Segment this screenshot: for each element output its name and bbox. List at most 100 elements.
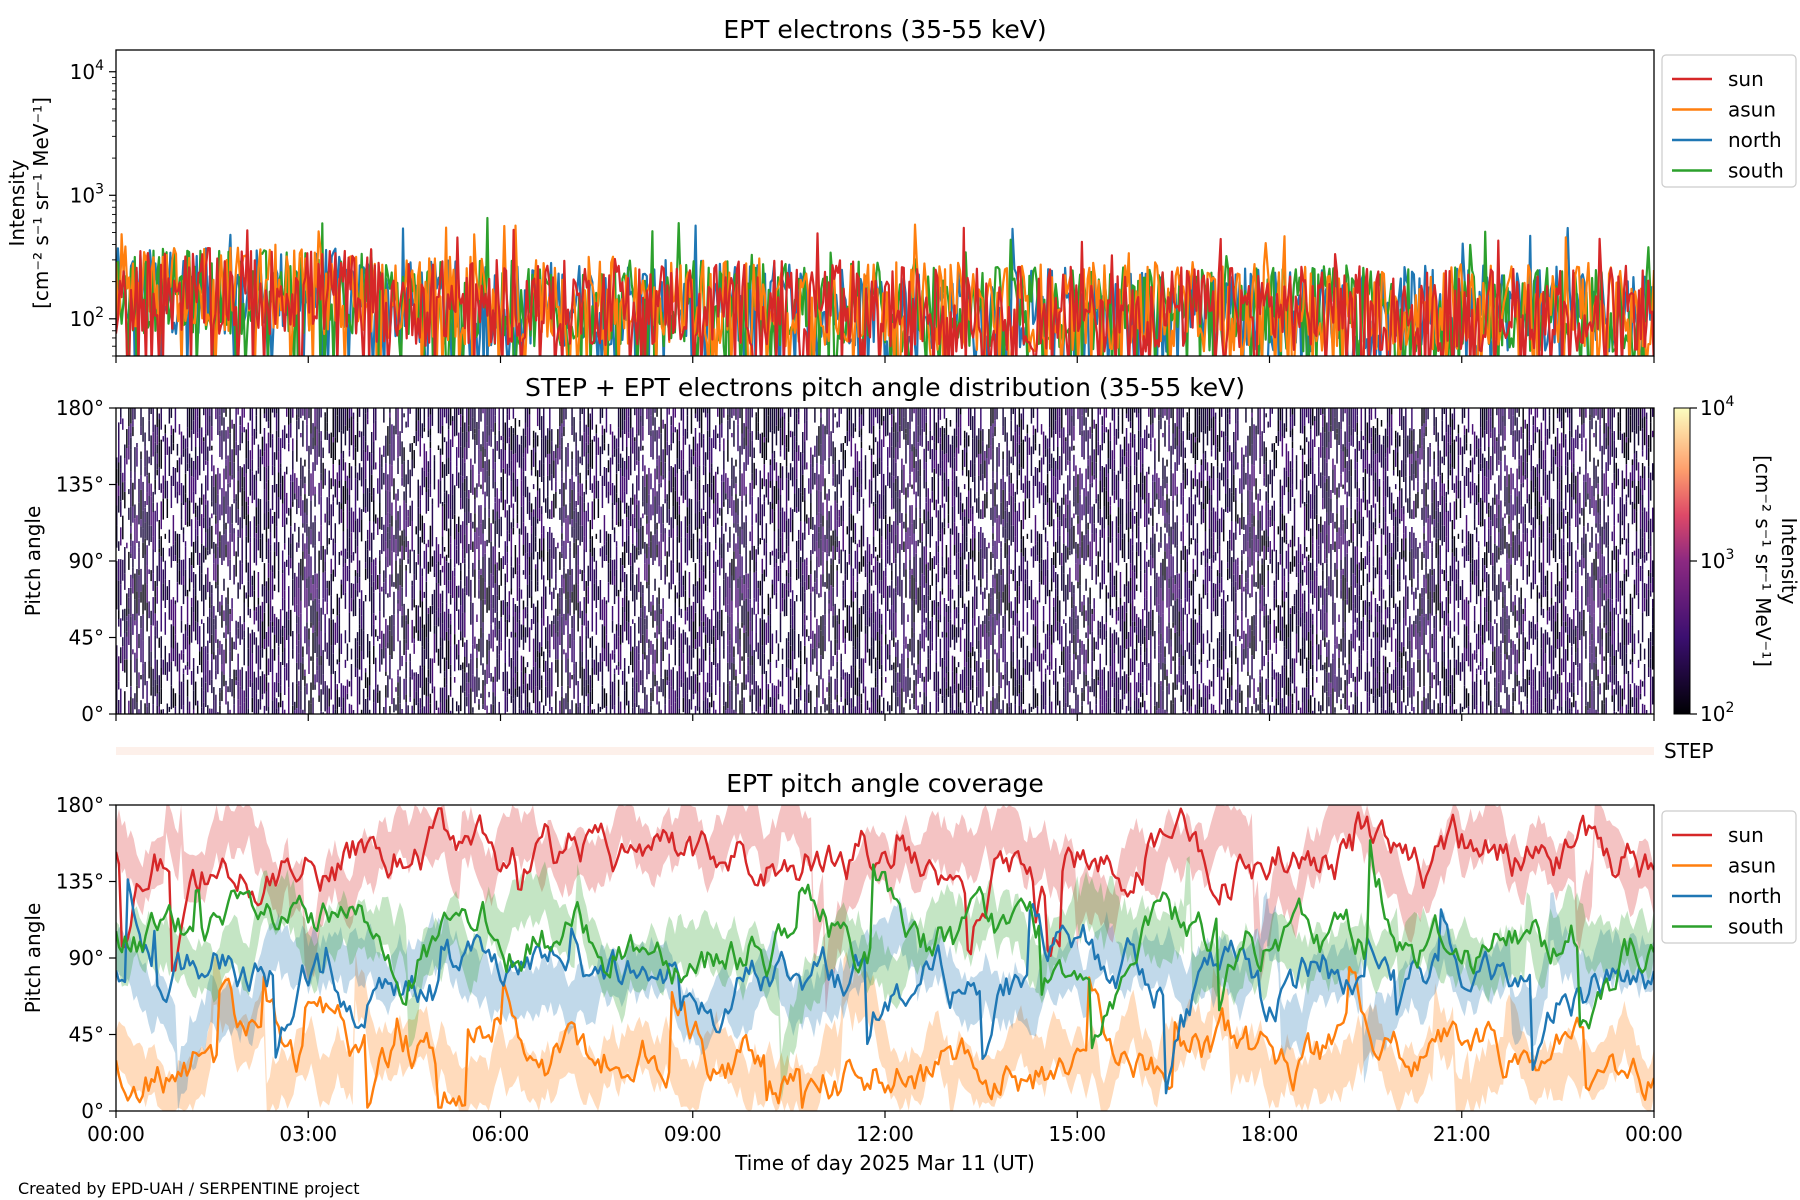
heatmap-cell	[822, 465, 824, 487]
heatmap-cell	[945, 453, 948, 479]
heatmap-cell	[510, 426, 513, 451]
heatmap-cell	[706, 502, 709, 527]
heatmap-cell	[694, 639, 697, 650]
heatmap-cell	[933, 408, 936, 437]
heatmap-cell	[840, 505, 842, 526]
heatmap-cell	[320, 689, 322, 712]
heatmap-cell	[684, 516, 687, 538]
heatmap-cell	[921, 673, 923, 682]
heatmap-cell	[443, 619, 446, 641]
heatmap-cell	[188, 476, 191, 501]
heatmap-cell	[225, 465, 227, 480]
heatmap-cell	[516, 650, 519, 672]
heatmap-cell	[917, 639, 919, 665]
heatmap-cell	[591, 439, 594, 469]
heatmap-cell	[621, 430, 624, 452]
heatmap-cell	[611, 431, 614, 454]
heatmap-cell	[532, 638, 535, 667]
heatmap-cell	[120, 455, 122, 468]
heatmap-cell	[279, 629, 282, 644]
heatmap-cell	[595, 612, 598, 635]
heatmap-cell	[692, 584, 695, 597]
heatmap-cell	[235, 676, 237, 681]
heatmap-cell	[314, 584, 316, 599]
heatmap-cell	[745, 515, 747, 522]
heatmap-cell	[156, 684, 158, 694]
heatmap-cell	[909, 699, 911, 705]
heatmap-cell	[763, 437, 766, 443]
heatmap-cell	[433, 460, 436, 490]
heatmap-cell	[154, 596, 156, 614]
heatmap-cell	[211, 708, 213, 714]
heatmap-cell	[399, 703, 401, 714]
heatmap-cell	[180, 620, 183, 633]
heatmap-cell	[292, 469, 294, 482]
heatmap-cell	[302, 523, 304, 528]
heatmap-cell	[769, 697, 772, 707]
heatmap-cell	[368, 521, 371, 551]
heatmap-cell	[880, 519, 883, 537]
heatmap-cell	[842, 585, 844, 599]
heatmap-cell	[520, 624, 523, 640]
heatmap-cell	[421, 708, 424, 714]
heatmap-cell	[263, 639, 266, 650]
heatmap-cell	[682, 408, 685, 437]
heatmap-cell	[806, 629, 808, 637]
heatmap-cell	[759, 520, 761, 526]
heatmap-cell	[832, 477, 834, 486]
heatmap-cell	[494, 666, 496, 697]
heatmap-cell	[522, 428, 525, 453]
heatmap-cell	[318, 683, 320, 696]
heatmap-cell	[642, 501, 644, 507]
heatmap-cell	[591, 636, 594, 659]
heatmap-cell	[757, 642, 759, 660]
heatmap-cell	[874, 492, 877, 497]
heatmap-cell	[891, 605, 893, 632]
heatmap-cell	[702, 465, 705, 476]
heatmap-cell	[913, 632, 915, 658]
heatmap-cell	[370, 574, 373, 587]
heatmap-cell	[672, 506, 674, 529]
heatmap-cell	[953, 457, 956, 472]
heatmap-cell	[241, 539, 243, 564]
heatmap-cell	[379, 560, 381, 575]
heatmap-cell	[441, 461, 444, 478]
heatmap-cell	[385, 541, 387, 557]
heatmap-cell	[743, 471, 745, 496]
heatmap-cell	[344, 630, 347, 644]
heatmap-cell	[241, 432, 243, 444]
heatmap-cell	[405, 565, 407, 571]
heatmap-cell	[634, 494, 636, 518]
heatmap-cell	[870, 455, 873, 481]
heatmap-cell	[180, 650, 183, 660]
heatmap-cell	[939, 657, 942, 667]
heatmap-cell	[945, 604, 948, 612]
heatmap-cell	[283, 561, 286, 591]
heatmap-cell	[810, 611, 812, 639]
heatmap-cell	[265, 408, 268, 422]
heatmap-cell	[656, 685, 658, 705]
heatmap-cell	[279, 609, 282, 630]
heatmap-cell	[795, 568, 798, 581]
heatmap-cell	[587, 502, 589, 522]
heatmap-cell	[555, 444, 557, 459]
heatmap-cell	[559, 551, 561, 570]
heatmap-cell	[680, 679, 683, 687]
heatmap-cell	[308, 646, 310, 674]
heatmap-cell	[802, 532, 804, 563]
heatmap-cell	[688, 467, 691, 474]
heatmap-cell	[310, 500, 312, 530]
heatmap-cell	[528, 501, 531, 520]
heatmap-cell	[850, 590, 853, 608]
heatmap-cell	[862, 504, 865, 524]
heatmap-cell	[192, 491, 195, 514]
heatmap-cell	[405, 661, 407, 672]
heatmap-cell	[441, 506, 444, 537]
heatmap-cell	[269, 646, 272, 672]
heatmap-cell	[814, 588, 816, 618]
heatmap-cell	[708, 655, 711, 683]
heatmap-cell	[779, 418, 782, 429]
heatmap-cell	[389, 712, 391, 714]
heatmap-cell	[427, 539, 430, 548]
heatmap-cell	[225, 625, 227, 639]
